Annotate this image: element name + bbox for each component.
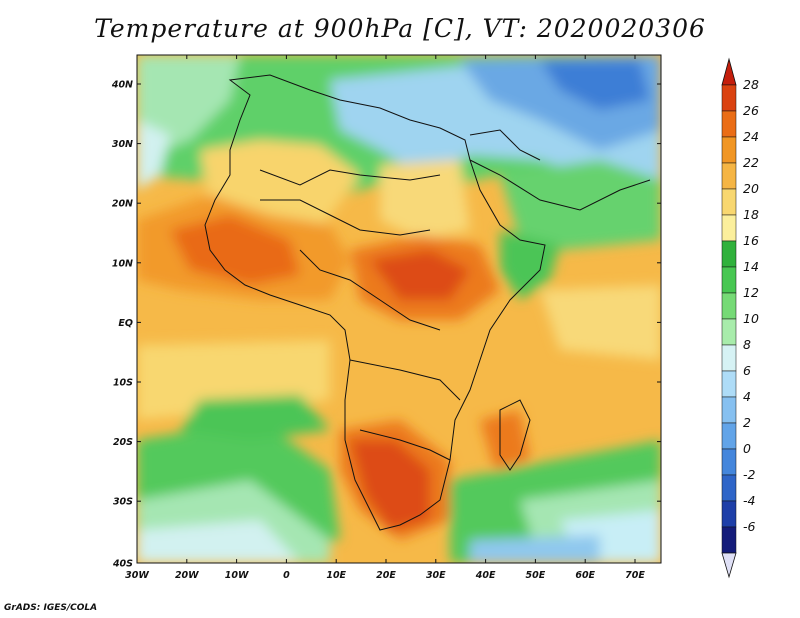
colorbar-upper-arrow	[721, 57, 737, 86]
lat-label: 30S	[113, 497, 133, 508]
colorbar-label: 26	[743, 103, 759, 118]
colorbar-label: 0	[743, 441, 751, 456]
colorbar-label: 8	[743, 337, 751, 352]
colorbar-segment	[721, 84, 737, 112]
colorbar-label: 22	[743, 155, 759, 170]
lat-label: EQ	[118, 318, 133, 329]
lat-label: 10N	[112, 258, 133, 269]
colorbar-segment	[721, 266, 737, 294]
lon-label: 10W	[225, 570, 249, 581]
lat-label: 40S	[112, 559, 133, 570]
map-title: Temperature at 900hPa [C], VT: 202002030…	[94, 14, 706, 43]
colorbar-label: 4	[743, 389, 751, 404]
credit-label: GrADS: IGES/COLA	[4, 603, 98, 613]
lat-label: 20S	[113, 437, 133, 448]
colorbar-segment	[721, 422, 737, 450]
colorbar-segment	[721, 188, 737, 216]
lon-label: 30W	[125, 570, 149, 581]
colorbar-segment	[721, 214, 737, 242]
lat-label: 20N	[112, 199, 133, 210]
lat-label: 30N	[112, 139, 133, 150]
lon-label: 60E	[575, 570, 595, 581]
colorbar-label: 20	[743, 181, 759, 196]
lon-label: 40E	[475, 570, 496, 581]
colorbar-segment	[721, 500, 737, 528]
lon-label: 70E	[625, 570, 645, 581]
colorbar-lower-arrow	[721, 552, 737, 579]
lon-label: 50E	[526, 570, 546, 581]
map-frame	[136, 54, 662, 564]
lon-label: 20E	[376, 570, 396, 581]
colorbar-label: -4	[743, 493, 756, 508]
coastlines	[204, 74, 651, 531]
colorbar-segment	[721, 344, 737, 372]
longitude-axis: 30W 20W 10W 0 10E 20E 30E 40E 50E 60E 70E	[125, 55, 645, 581]
lat-label: 40N	[111, 80, 133, 91]
colorbar-segment	[721, 474, 737, 502]
colorbar-label: 24	[743, 129, 759, 144]
colorbar-label: -2	[743, 467, 756, 482]
colorbar-label: 14	[743, 259, 759, 274]
lat-label: 10S	[113, 378, 133, 389]
colorbar-label: 12	[743, 285, 759, 300]
colorbar-label: 6	[743, 363, 751, 378]
lon-label: 30E	[426, 570, 446, 581]
colorbar-segment	[721, 370, 737, 398]
colorbar-label: -6	[743, 519, 756, 534]
lon-label: 10E	[326, 570, 346, 581]
colorbar-segment	[721, 318, 737, 346]
colorbar-label: 10	[743, 311, 759, 326]
colorbar-segment	[721, 448, 737, 476]
colorbar-segment	[721, 396, 737, 424]
colorbar-segment	[721, 292, 737, 320]
lon-label: 20W	[175, 570, 199, 581]
colorbar-label: 2	[743, 415, 751, 430]
colorbar-label: 28	[743, 77, 759, 92]
colorbar-segment	[721, 162, 737, 190]
colorbar-label: 18	[743, 207, 759, 222]
colorbar-segment	[721, 240, 737, 268]
latitude-axis: 40N 30N 20N 10N EQ 10S 20S 30S 40S	[111, 80, 661, 570]
colorbar-segment	[721, 136, 737, 164]
lon-label: 0	[283, 570, 290, 581]
temperature-field	[137, 55, 661, 563]
colorbar-label: 16	[743, 233, 759, 248]
colorbar-segment	[721, 526, 737, 554]
colorbar-segment	[721, 110, 737, 138]
